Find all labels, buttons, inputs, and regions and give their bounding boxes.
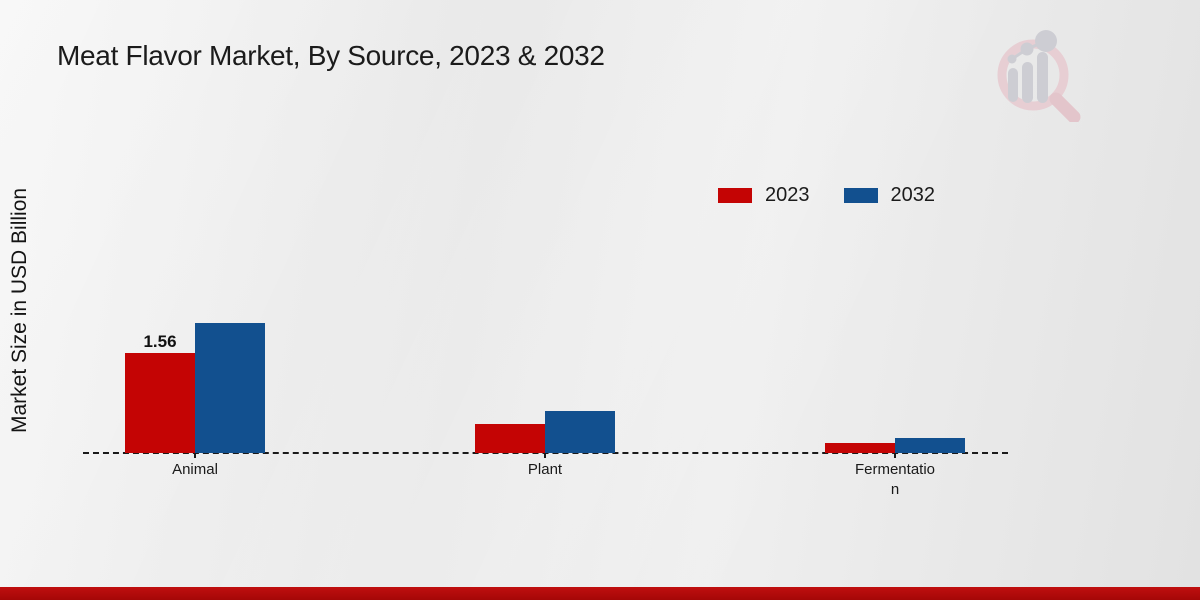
legend-item-2023: 2023 xyxy=(718,184,810,207)
legend: 2023 2032 xyxy=(718,184,935,207)
x-axis-tick xyxy=(544,453,546,458)
category-label-animal: Animal xyxy=(172,461,218,478)
category-label-fermentation: Fermentation xyxy=(854,461,936,499)
x-axis-tick xyxy=(194,453,196,458)
bar-2032-animal xyxy=(195,323,265,453)
legend-label-2023: 2023 xyxy=(765,184,810,206)
legend-swatch-2032 xyxy=(843,188,878,203)
brand-logo xyxy=(996,26,1088,124)
category-label-plant: Plant xyxy=(527,461,563,478)
chart-title: Meat Flavor Market, By Source, 2023 & 20… xyxy=(57,40,605,71)
bar-2023-plant xyxy=(475,424,545,453)
legend-item-2032: 2032 xyxy=(843,184,936,207)
bar-2023-animal xyxy=(125,353,195,453)
bar-2032-plant xyxy=(545,411,615,453)
legend-label-2032: 2032 xyxy=(890,184,936,206)
bar-2023-fermentation xyxy=(825,443,895,453)
magnifier-barchart-logo-icon xyxy=(997,30,1081,124)
footer-accent-bar xyxy=(0,587,1200,600)
x-axis-tick xyxy=(894,453,896,458)
bar-2032-fermentation xyxy=(895,438,965,453)
data-label-2023-animal: 1.56 xyxy=(143,332,177,351)
legend-swatch-2023 xyxy=(718,188,752,203)
